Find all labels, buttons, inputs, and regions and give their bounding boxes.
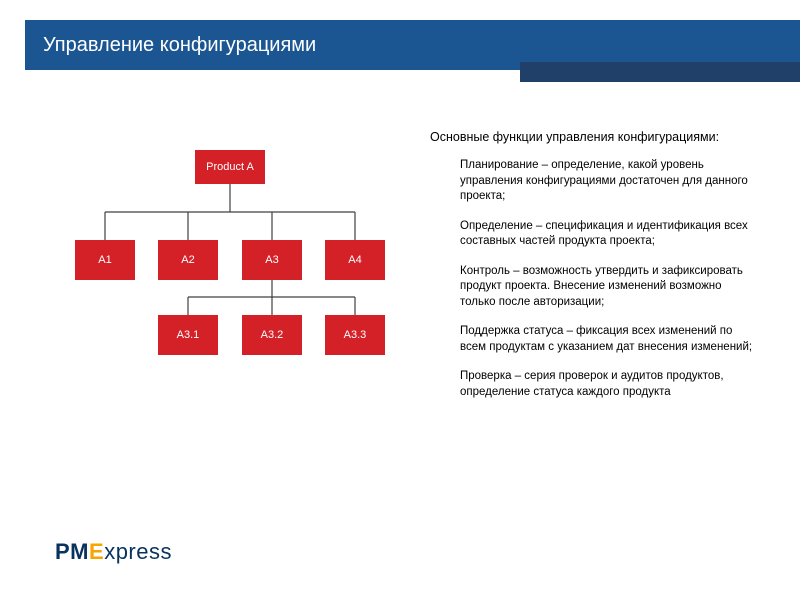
logo-xpress: xpress [104, 539, 172, 564]
func-item-audit: Проверка – серия проверок и аудитов прод… [460, 369, 760, 400]
func-item-definition: Определение – спецификация и идентификац… [460, 219, 760, 250]
content-area: Product A A1 A2 A3 A4 A3.1 A3.2 A3.3 Основные ф… [50, 130, 760, 530]
diagram-column: Product A A1 A2 A3 A4 A3.1 A3.2 A3.3 [50, 130, 410, 530]
header-accent [520, 62, 800, 82]
func-item-control: Контроль – возможность утвердить и зафик… [460, 264, 760, 311]
func-item-planning: Планирование – определение, какой уровен… [460, 158, 760, 205]
logo-pm: PM [55, 539, 89, 564]
functions-heading: Основные функции управления конфигурация… [430, 130, 760, 144]
tree-mid-node-1: A2 [158, 240, 218, 280]
tree-mid-node-2: A3 [242, 240, 302, 280]
tree-leaf-node-1: A3.2 [242, 315, 302, 355]
tree-leaf-node-2: A3.3 [325, 315, 385, 355]
tree-mid-node-0: A1 [75, 240, 135, 280]
tree-diagram: Product A A1 A2 A3 A4 A3.1 A3.2 A3.3 [50, 130, 410, 360]
slide-title: Управление конфигурациями [43, 34, 316, 57]
tree-root-node: Product A [195, 150, 265, 184]
text-column: Основные функции управления конфигурация… [430, 130, 760, 530]
tree-leaf-node-0: A3.1 [158, 315, 218, 355]
func-item-status: Поддержка статуса – фиксация всех измене… [460, 324, 760, 355]
tree-mid-node-3: A4 [325, 240, 385, 280]
logo: PMExpress [55, 539, 172, 565]
logo-e: E [89, 539, 104, 564]
slide: Управление конфигурациями Product A A1 A2 A… [0, 0, 800, 600]
